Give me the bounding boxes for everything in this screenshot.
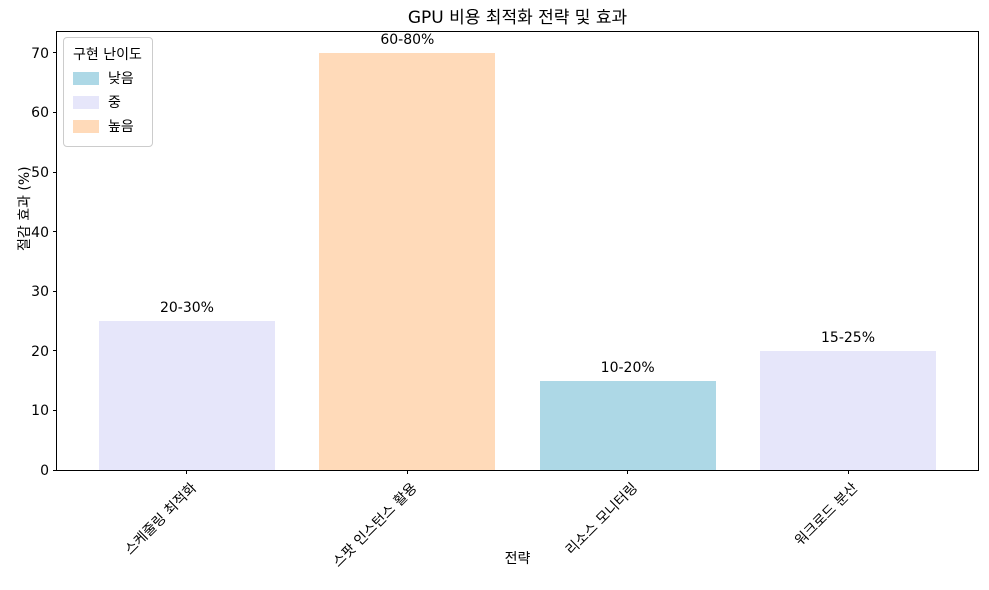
legend: 구현 난이도 낮음 중 높음 (63, 37, 153, 147)
bar-value-label: 20-30% (159, 300, 214, 317)
legend-swatch-high (73, 119, 99, 133)
plot-area: 구현 난이도 낮음 중 높음 0 10 20 30 40 50 60 70 20-30% 스케줄링… (31, 31, 979, 571)
x-tick-label: 워크로드 분산 (792, 480, 862, 550)
y-tick-label: 70 (31, 45, 49, 62)
y-tick-mark (53, 52, 57, 54)
x-tick-mark (847, 470, 849, 474)
y-tick-label: 60 (31, 105, 49, 122)
bar (539, 380, 716, 470)
bar (759, 350, 937, 470)
y-tick-label: 30 (31, 284, 49, 301)
y-tick-mark (53, 469, 57, 471)
x-axis-label: 전략 (504, 551, 531, 567)
y-tick-mark (53, 350, 57, 352)
y-tick-mark (53, 111, 57, 113)
bar (319, 52, 496, 470)
bar-value-label: 10-20% (600, 359, 655, 376)
legend-label-low: 낮음 (108, 71, 134, 87)
y-tick-label: 40 (31, 224, 49, 241)
y-tick-label: 50 (31, 165, 49, 182)
legend-title: 구현 난이도 (73, 47, 142, 63)
y-tick-mark (53, 409, 57, 411)
bar-value-label: 60-80% (380, 31, 435, 48)
y-tick-label: 20 (31, 343, 49, 360)
x-tick-mark (627, 470, 629, 474)
legend-swatch-medium (73, 95, 99, 109)
y-tick-label: 0 (40, 463, 49, 479)
legend-label-medium: 중 (108, 95, 121, 111)
bar (98, 321, 276, 470)
legend-entry-low: 낮음 (73, 68, 142, 88)
y-tick-mark (53, 171, 57, 173)
y-tick-mark (53, 290, 57, 292)
legend-entry-high: 높음 (73, 116, 142, 136)
bar-value-label: 15-25% (821, 329, 875, 346)
legend-label-high: 높음 (108, 119, 134, 135)
x-tick-label: 리소스 모니터링 (562, 480, 642, 559)
legend-swatch-low (73, 71, 99, 85)
y-tick-mark (53, 231, 57, 233)
chart-title: GPU 비용 최적화 전략 및 효과 (407, 8, 628, 28)
x-tick-label: 스케줄링 최적화 (122, 480, 201, 559)
x-tick-mark (186, 470, 188, 474)
x-tick-mark (406, 470, 408, 474)
y-tick-label: 10 (31, 403, 49, 420)
legend-entry-medium: 중 (73, 92, 142, 112)
